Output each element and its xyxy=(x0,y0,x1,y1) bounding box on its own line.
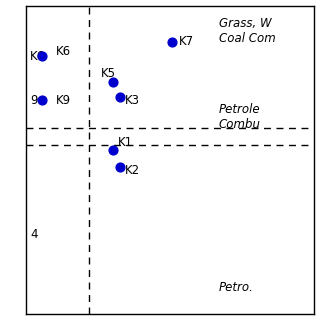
Text: 9: 9 xyxy=(30,93,38,107)
Point xyxy=(110,147,116,152)
Point xyxy=(117,165,123,170)
Text: K7: K7 xyxy=(179,35,194,48)
Text: Petrole: Petrole xyxy=(219,103,260,116)
Text: Coal Com: Coal Com xyxy=(219,32,275,45)
Text: K6: K6 xyxy=(56,45,71,58)
Text: Grass, W: Grass, W xyxy=(219,17,271,30)
Text: K6: K6 xyxy=(30,50,45,63)
Text: K5: K5 xyxy=(101,67,116,80)
Point xyxy=(40,53,45,59)
Point xyxy=(110,80,116,85)
Text: K3: K3 xyxy=(125,93,140,107)
Text: Combu: Combu xyxy=(219,118,260,131)
Text: K2: K2 xyxy=(125,164,140,177)
Text: 4: 4 xyxy=(30,228,38,241)
Point xyxy=(169,39,174,44)
Point xyxy=(117,94,123,100)
Point xyxy=(40,98,45,103)
Text: Petro.: Petro. xyxy=(219,281,253,294)
Text: K1: K1 xyxy=(118,136,133,149)
Text: K9: K9 xyxy=(56,93,71,107)
